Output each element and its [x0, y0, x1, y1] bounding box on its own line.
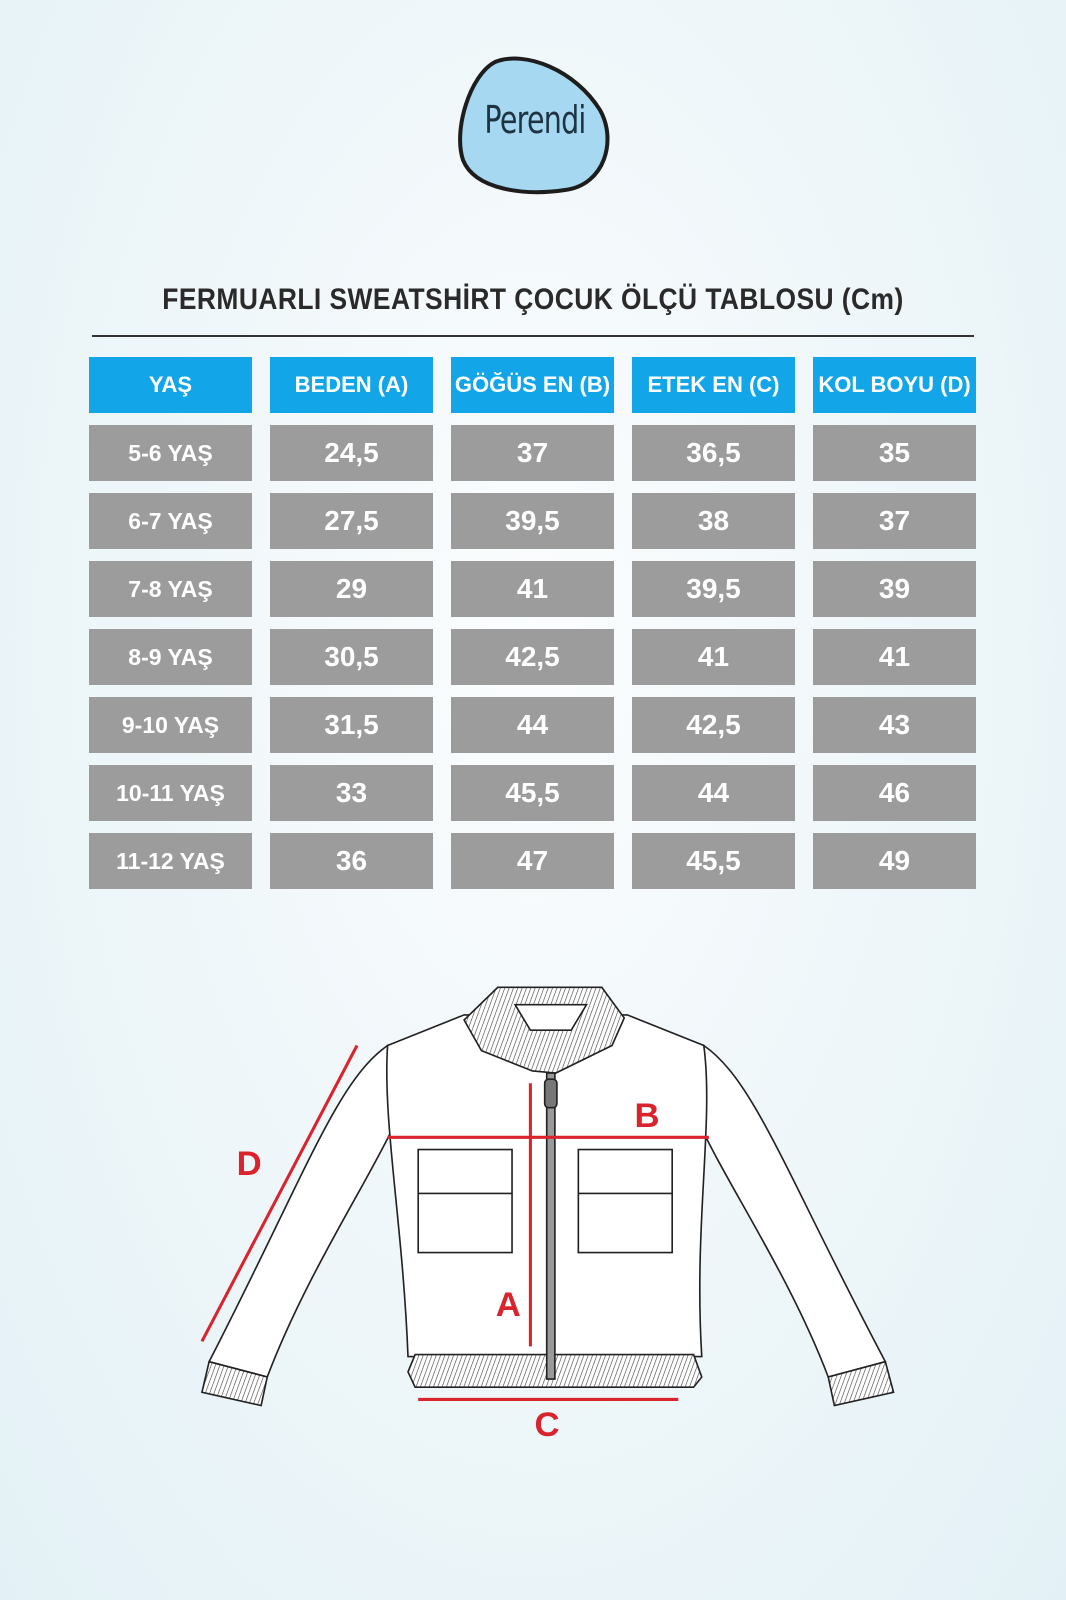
column-header: ETEK EN (C): [632, 357, 795, 413]
left-cuff: [200, 1360, 269, 1407]
measure-cell: 42,5: [451, 629, 614, 685]
measure-cell: 46: [813, 765, 976, 821]
measure-cell: 39: [813, 561, 976, 617]
label-a: A: [496, 1286, 521, 1324]
right-pocket: [577, 1148, 673, 1254]
measure-cell: 43: [813, 697, 976, 753]
logo-blob-icon: [458, 56, 610, 195]
column-header: BEDEN (A): [270, 357, 433, 413]
column-header: GÖĞÜS EN (B): [451, 357, 614, 413]
measure-cell: 31,5: [270, 697, 433, 753]
zipper-pull: [543, 1078, 558, 1109]
measure-cell: 49: [813, 833, 976, 889]
measure-cell: 37: [451, 425, 614, 481]
logo-text: Perendi: [484, 98, 586, 142]
measure-cell: 44: [451, 697, 614, 753]
measure-cell: 24,5: [270, 425, 433, 481]
label-b: B: [634, 1097, 659, 1135]
measure-cell: 39,5: [451, 493, 614, 549]
measure-cell: 27,5: [270, 493, 433, 549]
size-table: YAŞ BEDEN (A) GÖĞÜS EN (B) ETEK EN (C) KOL B…: [89, 357, 976, 889]
measure-d-line: [200, 1044, 359, 1343]
age-cell: 6-7 YAŞ: [89, 493, 252, 549]
measure-cell: 29: [270, 561, 433, 617]
measure-cell: 47: [451, 833, 614, 889]
measure-cell: 44: [632, 765, 795, 821]
measure-cell: 45,5: [632, 833, 795, 889]
page-title: FERMUARLI SWEATSHİRT ÇOCUK ÖLÇÜ TABLOSU …: [162, 283, 904, 316]
measure-cell: 41: [451, 561, 614, 617]
measure-cell: 41: [813, 629, 976, 685]
age-cell: 9-10 YAŞ: [89, 697, 252, 753]
left-pocket: [417, 1148, 513, 1254]
brand-logo: Perendi: [455, 50, 615, 200]
measure-cell: 30,5: [270, 629, 433, 685]
age-cell: 5-6 YAŞ: [89, 425, 252, 481]
left-sleeve: [207, 1044, 397, 1378]
measure-cell: 42,5: [632, 697, 795, 753]
measure-cell: 35: [813, 425, 976, 481]
age-cell: 7-8 YAŞ: [89, 561, 252, 617]
title-divider: [92, 335, 974, 337]
column-header: YAŞ: [89, 357, 252, 413]
label-c: C: [534, 1406, 559, 1444]
measure-cell: 36: [270, 833, 433, 889]
age-cell: 11-12 YAŞ: [89, 833, 252, 889]
age-cell: 10-11 YAŞ: [89, 765, 252, 821]
right-cuff: [827, 1360, 895, 1407]
column-header: KOL BOYU (D): [813, 357, 976, 413]
measure-cell: 45,5: [451, 765, 614, 821]
measure-cell: 36,5: [632, 425, 795, 481]
measure-cell: 41: [632, 629, 795, 685]
measure-cell: 37: [813, 493, 976, 549]
measure-cell: 38: [632, 493, 795, 549]
age-cell: 8-9 YAŞ: [89, 629, 252, 685]
label-d: D: [237, 1145, 262, 1183]
measure-cell: 39,5: [632, 561, 795, 617]
right-sleeve: [697, 1043, 887, 1378]
measure-cell: 33: [270, 765, 433, 821]
zipper: [545, 1072, 556, 1380]
